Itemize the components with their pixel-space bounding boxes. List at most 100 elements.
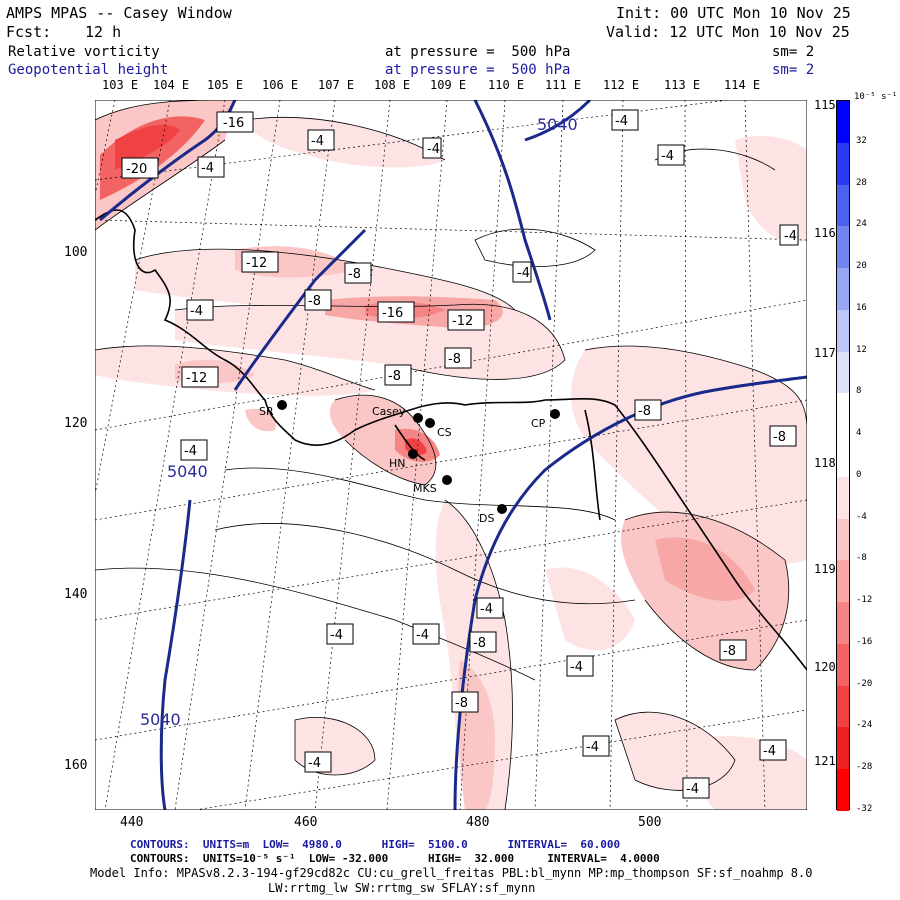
init-time: Init: 00 UTC Mon 10 Nov 25	[616, 4, 851, 22]
field1-name: Relative vorticity	[8, 44, 160, 60]
coastline	[95, 209, 807, 671]
colorbar-cell	[837, 142, 849, 185]
vort-label: -12	[246, 256, 267, 271]
vort-label: -4	[517, 266, 530, 281]
vort-label: -16	[382, 306, 403, 321]
vort-label: -4	[661, 149, 674, 164]
colorbar-tick: -16	[856, 636, 873, 647]
colorbar-cell	[837, 602, 849, 645]
vort-label-box: -8	[769, 425, 797, 447]
footer-physics-info: LW:rrtmg_lw SW:rrtmg_sw SFLAY:sf_mynn	[268, 881, 536, 895]
vort-label-box: -4	[186, 299, 214, 321]
vort-label-box: -20	[121, 157, 159, 179]
vort-label: -4	[308, 756, 321, 771]
y-tick: 100	[64, 245, 88, 260]
vort-label: -4	[615, 114, 628, 129]
colorbar-tick: -28	[856, 762, 873, 773]
vort-label-box: -12	[181, 366, 219, 388]
x-tick: 440	[120, 815, 144, 830]
vort-label: -4	[184, 444, 197, 459]
vort-label-box: -4	[197, 156, 225, 178]
colorbar-cell	[837, 435, 849, 478]
colorbar-cells	[836, 100, 850, 812]
vort-label: -8	[388, 369, 401, 384]
vort-label: -4	[480, 602, 493, 617]
colorbar-tick: 16	[856, 302, 867, 313]
field1-level: at pressure = 500 hPa	[385, 44, 571, 60]
colorbar-tick: 8	[856, 386, 862, 397]
lon-label: 112 E	[603, 78, 640, 92]
colorbar-tick: 0	[856, 469, 862, 480]
vort-label-box: -8	[451, 691, 479, 713]
vort-label-box: -8	[719, 639, 747, 661]
vorticity-shading	[95, 100, 807, 810]
vort-label: -8	[638, 404, 651, 419]
colorbar-cell	[837, 351, 849, 394]
colorbar-tick: 24	[856, 219, 867, 230]
station-marker-cp	[550, 409, 560, 419]
x-tick: 460	[294, 815, 318, 830]
forecast-hour: 12 h	[85, 23, 122, 41]
lon-label: 111 E	[545, 78, 582, 92]
vort-label: -8	[773, 430, 786, 445]
colorbar-cell	[837, 226, 849, 269]
station-label-ds: DS	[479, 512, 494, 525]
stations: SR Casey CS HN MKS DS CP	[259, 400, 560, 525]
colorbar-cell	[837, 476, 849, 520]
vort-label-box: -4	[682, 777, 710, 799]
vorticity-labels: -16 -20 -4 -4 -4 -4 -4 -12 -8 -8 -4 -16 …	[121, 109, 799, 799]
colorbar-tick: 28	[856, 177, 867, 188]
station-marker-cs	[425, 418, 435, 428]
field1-smoothing: sm= 2	[772, 44, 815, 60]
vort-label: -4	[330, 628, 343, 643]
vort-label: -4	[427, 142, 440, 157]
vort-label: -8	[473, 636, 486, 651]
vort-label: -8	[448, 352, 461, 367]
station-label-sr: SR	[259, 405, 274, 418]
y-tick: 140	[64, 587, 88, 602]
vort-label-box: -12	[447, 309, 485, 331]
height-label: 5040	[140, 710, 181, 729]
station-label-cp: CP	[531, 417, 546, 430]
vort-label-box: -4	[412, 623, 440, 645]
station-marker-sr	[277, 400, 287, 410]
vort-label: -8	[723, 644, 736, 659]
lon-label: 110 E	[488, 78, 525, 92]
vort-label-box: -8	[344, 262, 372, 284]
geopotential-height-contours	[99, 100, 807, 810]
field2-level: at pressure = 500 hPa	[385, 62, 571, 78]
x-tick: 500	[638, 815, 662, 830]
lon-label: 107 E	[318, 78, 355, 92]
footer-height-contours: CONTOURS: UNITS=m LOW= 4980.0 HIGH= 5100…	[130, 838, 621, 851]
vort-label-box: -4	[512, 261, 532, 283]
vort-label-box: -4	[476, 597, 504, 619]
vort-label-box: -16	[216, 111, 254, 133]
colorbar-tick: -4	[856, 511, 867, 522]
vort-label-box: -8	[469, 631, 497, 653]
station-marker-ds	[497, 504, 507, 514]
vort-label: -4	[311, 134, 324, 149]
station-marker-mks	[442, 475, 452, 485]
vort-label: -4	[586, 740, 599, 755]
vort-label-box: -4	[759, 739, 787, 761]
vort-label: -4	[784, 229, 797, 244]
field2-smoothing: sm= 2	[772, 62, 815, 78]
colorbar-cell	[837, 560, 849, 603]
vort-label: -8	[455, 696, 468, 711]
vort-label-box: -4	[307, 129, 335, 151]
colorbar-tick: 4	[856, 428, 862, 439]
station-label-cs: CS	[437, 426, 452, 439]
colorbar-tick: -32	[856, 804, 873, 814]
lon-label: 113 E	[664, 78, 701, 92]
vort-label: -20	[126, 162, 147, 177]
lon-label: 114 E	[724, 78, 761, 92]
vort-label: -4	[190, 304, 203, 319]
lon-label: 104 E	[153, 78, 190, 92]
colorbar-cell	[837, 393, 849, 436]
footer-vorticity-contours: CONTOURS: UNITS=10⁻⁵ s⁻¹ LOW= -32.000 HI…	[130, 852, 660, 865]
lon-label: 108 E	[374, 78, 411, 92]
colorbar-unit: 10⁻⁵ s⁻¹	[854, 92, 898, 102]
vort-label-box: -16	[377, 301, 415, 323]
plot-title: AMPS MPAS -- Casey Window	[6, 4, 232, 22]
height-labels: 5040 5040 5040	[140, 115, 578, 729]
